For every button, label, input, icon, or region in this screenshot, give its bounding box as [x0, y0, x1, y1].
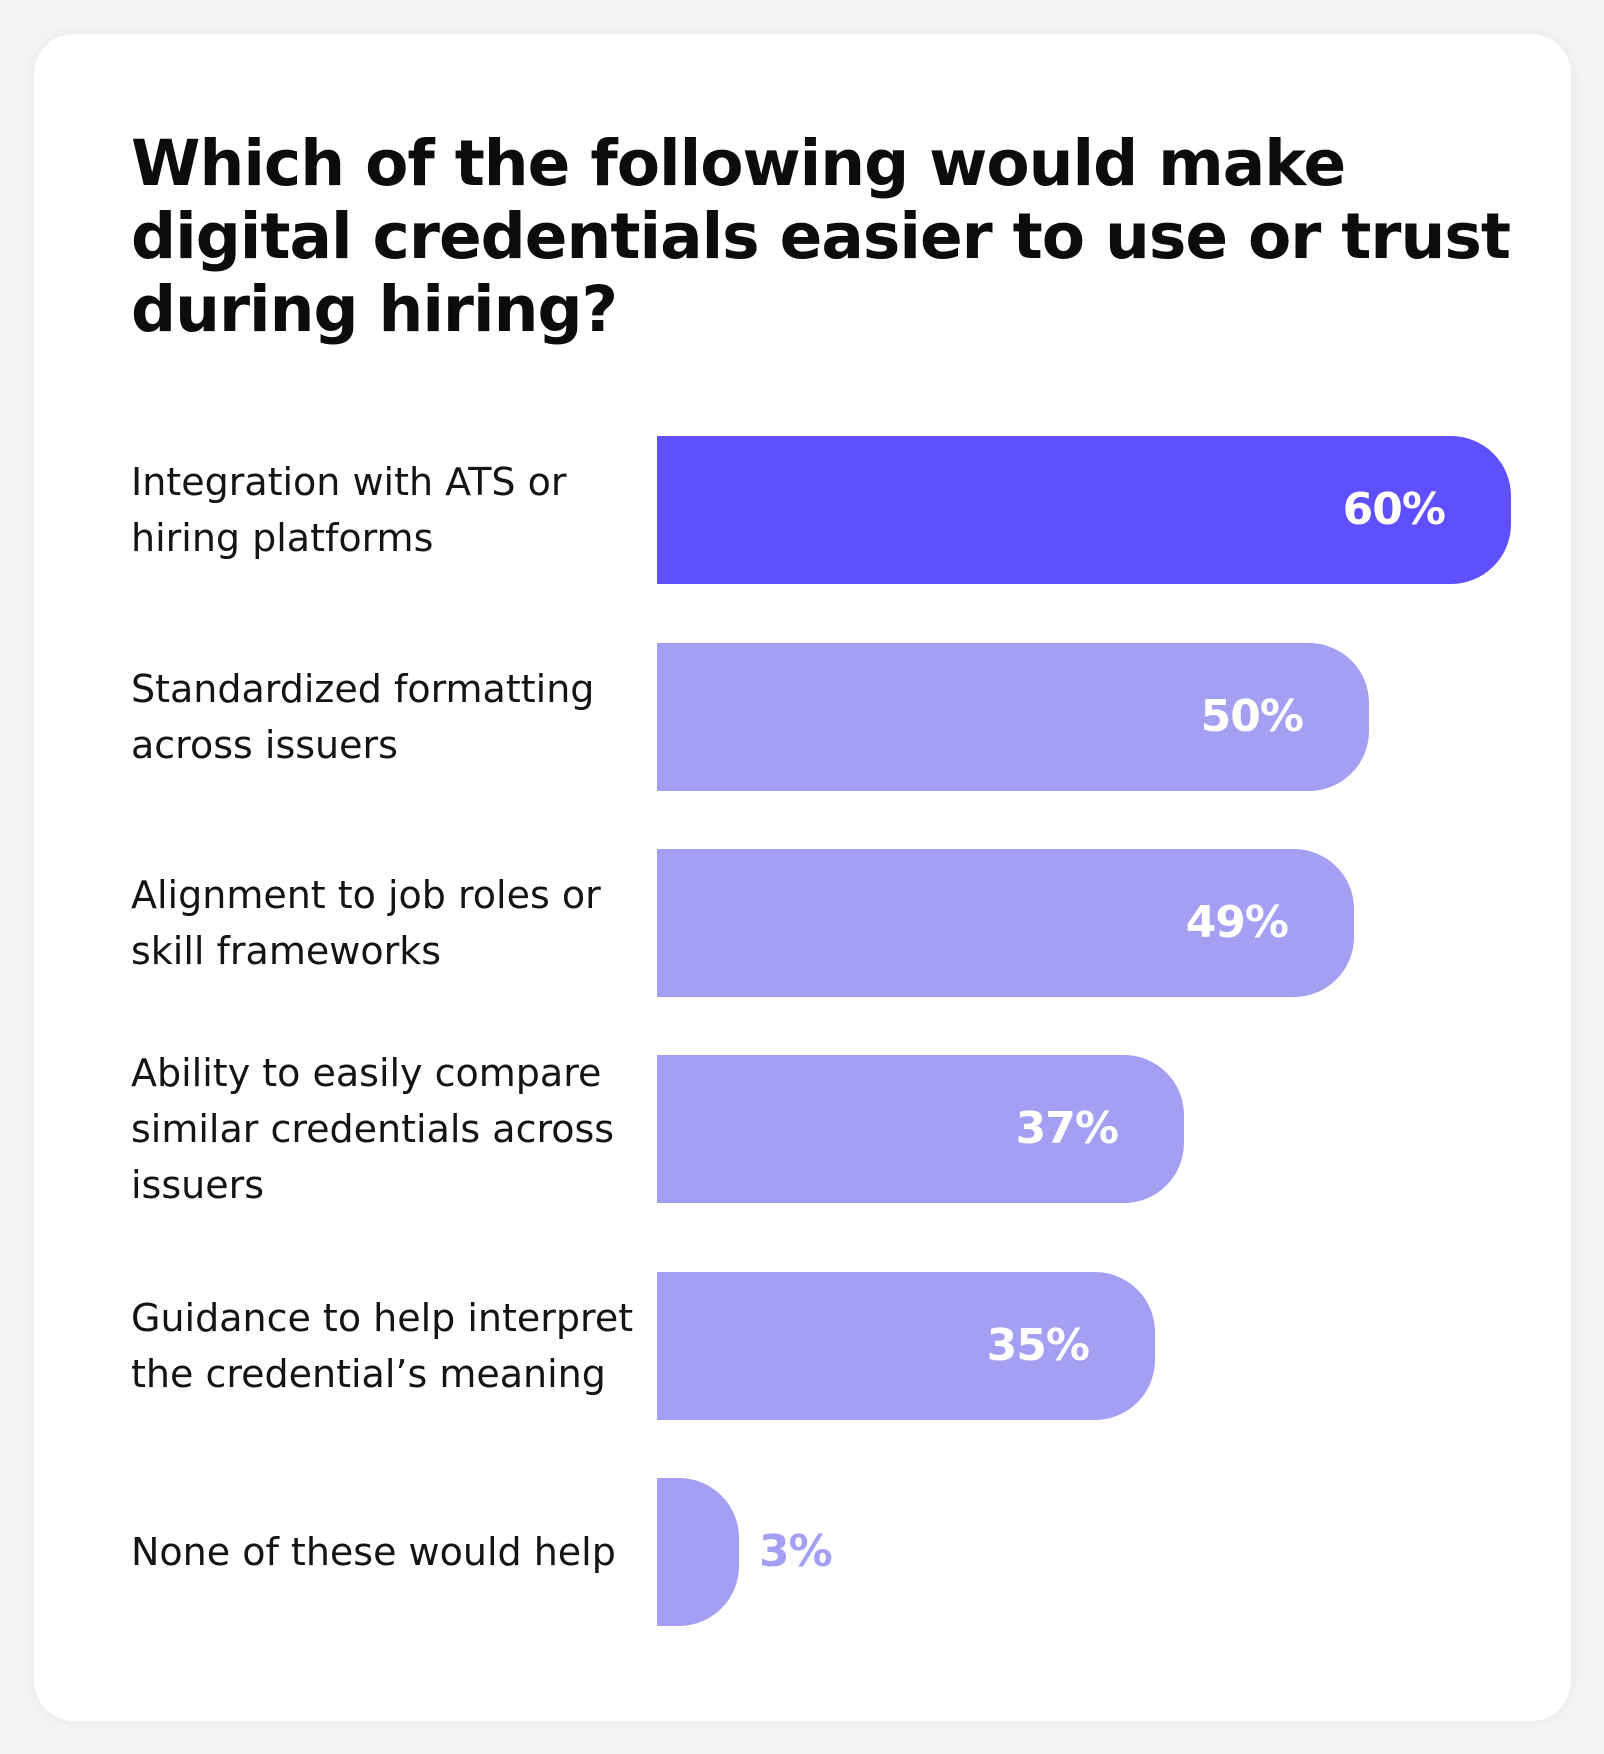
value-label: 50%: [1200, 691, 1304, 742]
bar-row: Standardized formatting across issuers 5…: [131, 643, 1531, 791]
bar: [657, 436, 1511, 584]
bar-row: Ability to easily compare similar creden…: [131, 1051, 1531, 1207]
value-label: 37%: [1015, 1103, 1119, 1154]
value-label: 60%: [1342, 484, 1446, 535]
category-label: Ability to easily compare similar creden…: [131, 1051, 615, 1207]
category-label: Integration with ATS or hiring platforms: [131, 460, 567, 560]
chart-card: Which of the following would make digita…: [34, 34, 1571, 1721]
bar-row: Guidance to help interpret the credentia…: [131, 1272, 1531, 1420]
bar-row: None of these would help 3%: [131, 1478, 1531, 1626]
category-label: Alignment to job roles or skill framewor…: [131, 873, 601, 973]
category-label: Guidance to help interpret the credentia…: [131, 1296, 634, 1396]
category-label: None of these would help: [131, 1530, 616, 1574]
bar-row: Alignment to job roles or skill framewor…: [131, 849, 1531, 997]
chart-title: Which of the following would make digita…: [131, 127, 1511, 346]
bar: [657, 643, 1369, 791]
bar: [657, 1272, 1155, 1420]
bar: [657, 1478, 739, 1626]
bar: [657, 849, 1354, 997]
bar: [657, 1055, 1184, 1203]
value-label: 35%: [986, 1320, 1090, 1371]
value-label: 3%: [759, 1526, 833, 1577]
bar-row: Integration with ATS or hiring platforms…: [131, 436, 1531, 584]
value-label: 49%: [1185, 897, 1289, 948]
category-label: Standardized formatting across issuers: [131, 667, 595, 767]
